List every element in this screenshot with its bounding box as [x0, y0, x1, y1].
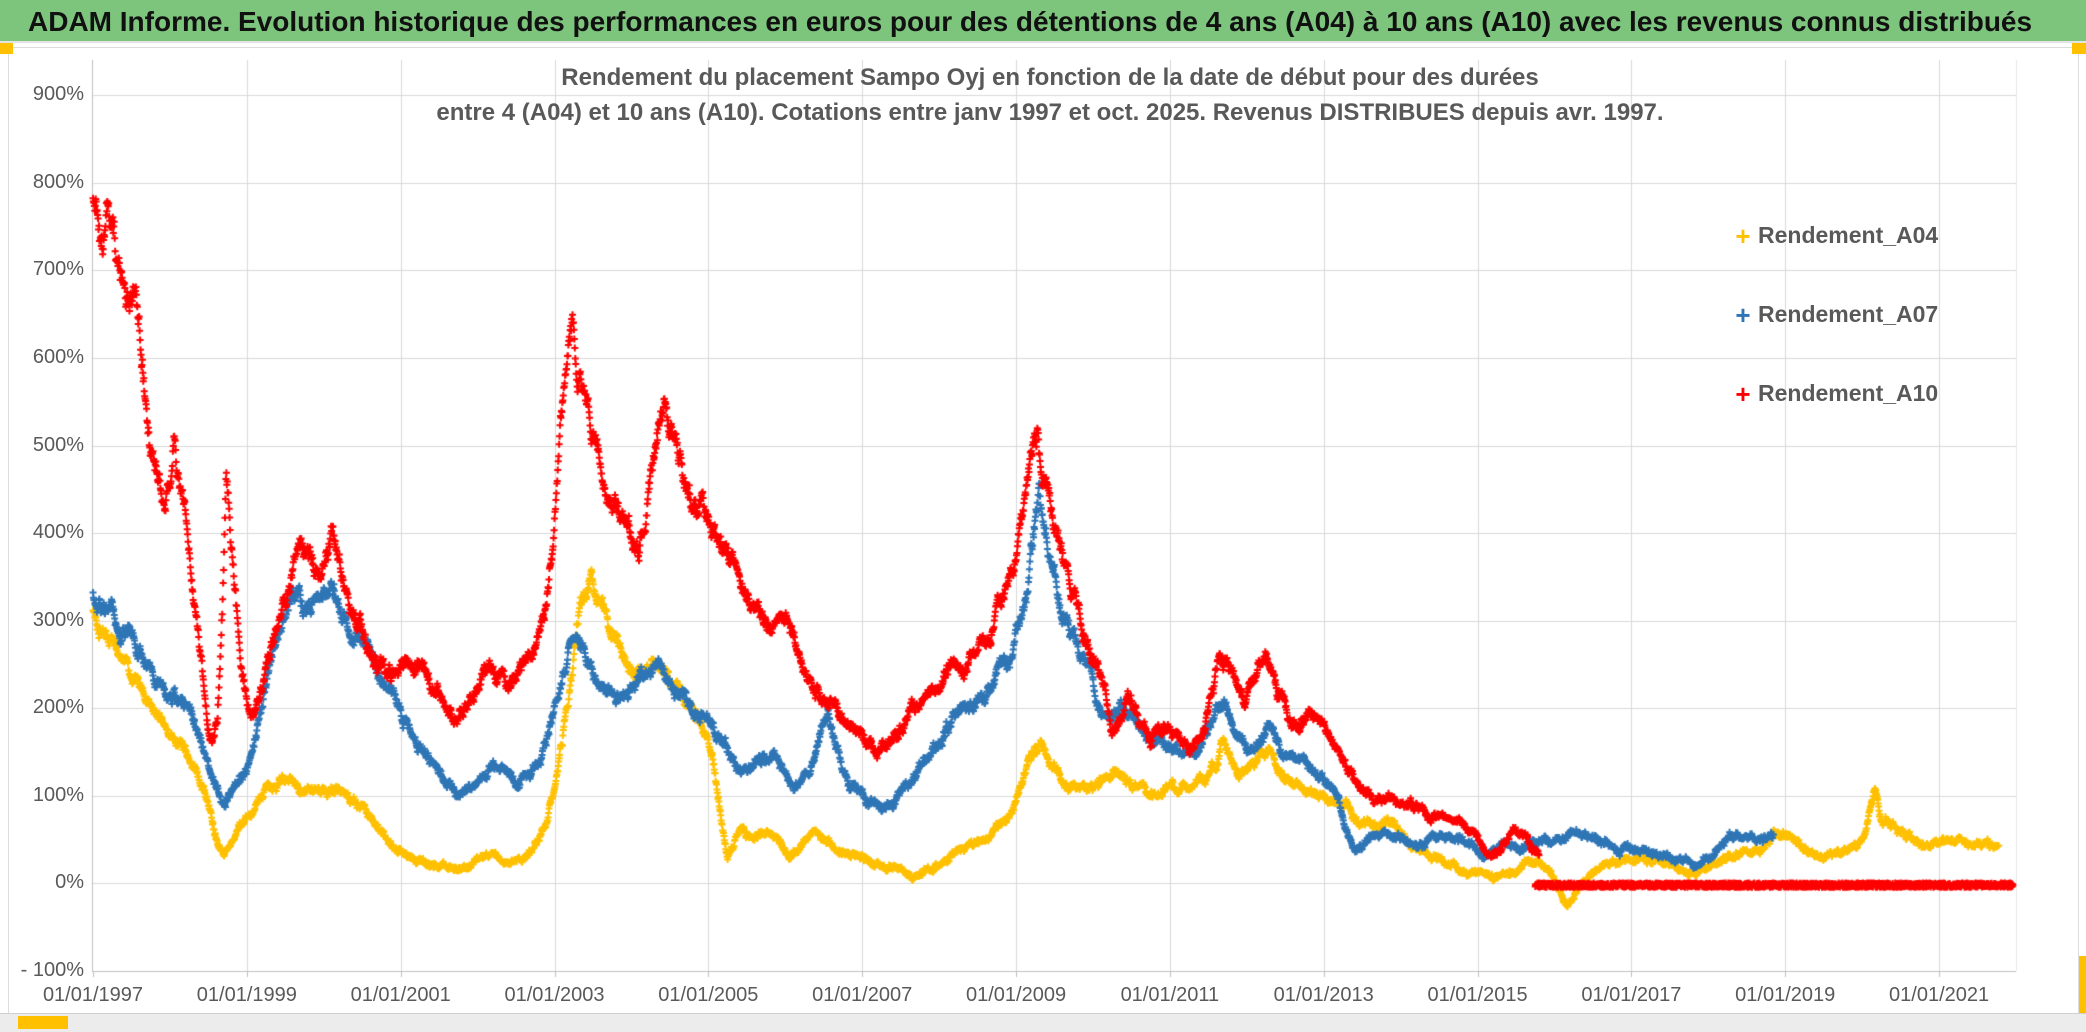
plus-marker-icon: + [1735, 378, 1751, 409]
plus-marker-icon: + [1735, 220, 1751, 251]
x-tick-label: 01/01/2019 [1735, 984, 1836, 1006]
legend-item-rendement_a10[interactable]: + Rendement_A10 [1728, 354, 2008, 433]
x-tick-label: 01/01/1997 [42, 984, 144, 1006]
legend-label: Rendement_A07 [1758, 301, 1939, 327]
chart-title-line2: entre 4 (A04) et 10 ans (A10). Cotations… [436, 99, 1664, 126]
y-tick-label: 200% [32, 696, 84, 719]
x-tick-label: 01/01/2005 [658, 984, 759, 1006]
x-tick-label: 01/01/2013 [1273, 984, 1374, 1006]
plus-marker-icon: + [1735, 299, 1751, 330]
x-tick-label: 01/01/1999 [196, 984, 297, 1006]
x-tick-label: 01/01/2011 [1120, 984, 1220, 1006]
selection-accent-top-right [2072, 43, 2086, 54]
x-tick-label: 01/01/2021 [1889, 984, 1990, 1006]
sheet-bottom-strip [0, 1013, 2086, 1032]
y-tick-label: 300% [32, 608, 84, 631]
y-tick-label: 500% [32, 433, 84, 456]
x-tick-label: 01/01/2009 [965, 984, 1067, 1006]
y-tick-label: 800% [32, 170, 84, 193]
selection-accent-right [2079, 956, 2086, 1013]
legend-label: Rendement_A10 [1758, 380, 1939, 406]
x-tick-label: 01/01/2003 [504, 984, 605, 1006]
chart-legend[interactable]: + Rendement_A04 + Rendement_A07 + Rendement_A… [1728, 196, 2008, 433]
chart-title[interactable]: Rendement du placement Sampo Oyj en fonc… [300, 60, 1800, 130]
x-tick-label: 01/01/2017 [1581, 984, 1682, 1006]
chart-title-line1: Rendement du placement Sampo Oyj en fonc… [561, 64, 1539, 91]
legend-item-rendement_a04[interactable]: + Rendement_A04 [1728, 196, 2008, 275]
y-tick-label: 100% [32, 783, 84, 806]
selection-accent-top-left [0, 43, 13, 54]
x-tick-label: 01/01/2007 [812, 984, 913, 1006]
x-tick-label: 01/01/2001 [350, 984, 451, 1006]
y-tick-label: 600% [32, 345, 84, 368]
y-tick-label: - 100% [20, 958, 84, 981]
y-tick-label: 700% [32, 258, 84, 281]
y-tick-label: 0% [55, 871, 84, 894]
legend-label: Rendement_A04 [1758, 222, 1939, 248]
y-tick-label: 900% [32, 83, 84, 106]
selection-accent-bottom-left [18, 1016, 68, 1029]
legend-item-rendement_a07[interactable]: + Rendement_A07 [1728, 275, 2008, 354]
x-tick-label: 01/01/2015 [1427, 984, 1528, 1006]
y-tick-label: 400% [32, 521, 84, 544]
